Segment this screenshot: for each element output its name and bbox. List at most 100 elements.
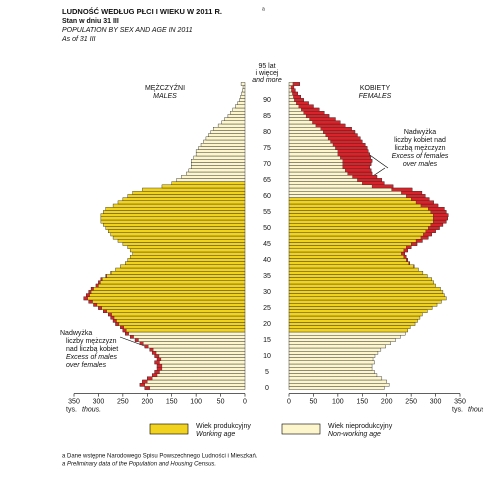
bar	[288, 213, 449, 218]
bar	[88, 290, 246, 294]
x-tick-label: 0	[243, 398, 247, 405]
bar	[239, 98, 246, 102]
bar	[235, 104, 246, 109]
bar	[127, 245, 246, 250]
females-label-en: FEMALES	[359, 93, 392, 100]
bar	[288, 254, 407, 259]
bar	[288, 347, 382, 352]
bar	[230, 110, 246, 115]
bar	[288, 367, 373, 371]
excess-bar	[298, 104, 314, 109]
excess-bar	[149, 347, 154, 352]
annotation: Excess of males	[66, 354, 117, 361]
y-tick-label: 40	[263, 257, 271, 264]
bar	[200, 142, 246, 147]
x-tick-label: 100	[332, 398, 344, 405]
bar	[105, 274, 246, 278]
x-tick-label: 250	[117, 398, 129, 405]
y-tick-label: 80	[263, 129, 271, 136]
bar	[132, 251, 246, 256]
x-tick-label: 50	[217, 398, 225, 405]
bar	[288, 194, 426, 198]
bar	[288, 303, 438, 307]
excess-bar	[95, 283, 99, 288]
excess-bar	[406, 194, 426, 198]
excess-bar	[144, 344, 149, 349]
x-tick-label: 300	[93, 398, 105, 405]
excess-bar	[294, 98, 304, 102]
bar	[288, 354, 376, 358]
annotation: Excess of females	[392, 153, 449, 160]
excess-bar	[147, 376, 153, 381]
excess-bar	[120, 325, 124, 329]
bar	[288, 373, 378, 378]
bar	[288, 315, 421, 320]
bar	[115, 267, 246, 272]
excess-bar	[156, 357, 162, 361]
excess-bar	[130, 335, 134, 339]
excess-bar	[152, 373, 158, 377]
bar	[288, 306, 433, 310]
subtitle-en: As of 31 III	[61, 36, 96, 43]
bar	[100, 277, 246, 282]
excess-bar	[125, 331, 129, 336]
bar	[240, 94, 246, 99]
excess-bar	[330, 139, 363, 144]
y-tick-label: 25	[263, 305, 271, 312]
legend-swatch	[281, 423, 321, 435]
bar	[288, 325, 411, 330]
bar	[151, 373, 246, 378]
bar	[288, 232, 432, 237]
excess-bar	[112, 319, 117, 323]
x-tick-label: 150	[356, 398, 368, 405]
excess-bar	[420, 235, 429, 240]
bar	[191, 162, 246, 166]
bar	[110, 315, 246, 320]
y-tick-label: 85	[263, 113, 271, 120]
bar	[288, 277, 432, 282]
bar	[288, 370, 375, 374]
bar	[288, 261, 410, 266]
bar	[242, 88, 246, 93]
x-tick-label: 200	[141, 398, 153, 405]
bar	[288, 274, 428, 278]
y-tick-label: 15	[263, 337, 271, 344]
bar	[161, 184, 246, 189]
x-tick-label: 100	[190, 398, 202, 405]
bar	[288, 338, 396, 342]
bar	[156, 367, 246, 371]
excess-bar	[144, 386, 150, 390]
bar	[105, 206, 246, 211]
excess-bar	[410, 242, 418, 246]
excess-bar	[340, 155, 371, 160]
bar	[288, 357, 374, 362]
excess-bar	[323, 130, 356, 134]
bar	[242, 85, 246, 89]
top-age-label: i więcej	[256, 70, 279, 77]
bar	[144, 344, 246, 349]
bar	[288, 299, 442, 304]
bar	[151, 351, 246, 355]
bar	[205, 136, 246, 141]
bar	[127, 258, 246, 262]
y-tick-label: 50	[263, 225, 271, 232]
bar	[103, 210, 246, 214]
bar	[142, 379, 246, 384]
annotation: over females	[66, 362, 107, 369]
bar	[100, 213, 246, 218]
excess-bar	[357, 178, 382, 182]
excess-bar	[432, 216, 448, 221]
bar	[288, 206, 445, 211]
legend-label: Non-working age	[328, 431, 381, 438]
excess-bar	[408, 261, 410, 265]
excess-bar	[88, 290, 92, 294]
bar	[240, 82, 246, 86]
y-tick-label: 30	[263, 289, 271, 296]
x-tick-label: 0	[287, 398, 291, 405]
males-label-en: MALES	[153, 93, 177, 100]
excess-bar	[309, 117, 336, 121]
bar	[288, 360, 375, 365]
bar	[129, 248, 246, 253]
bar	[127, 194, 246, 198]
excess-bar	[401, 251, 405, 256]
